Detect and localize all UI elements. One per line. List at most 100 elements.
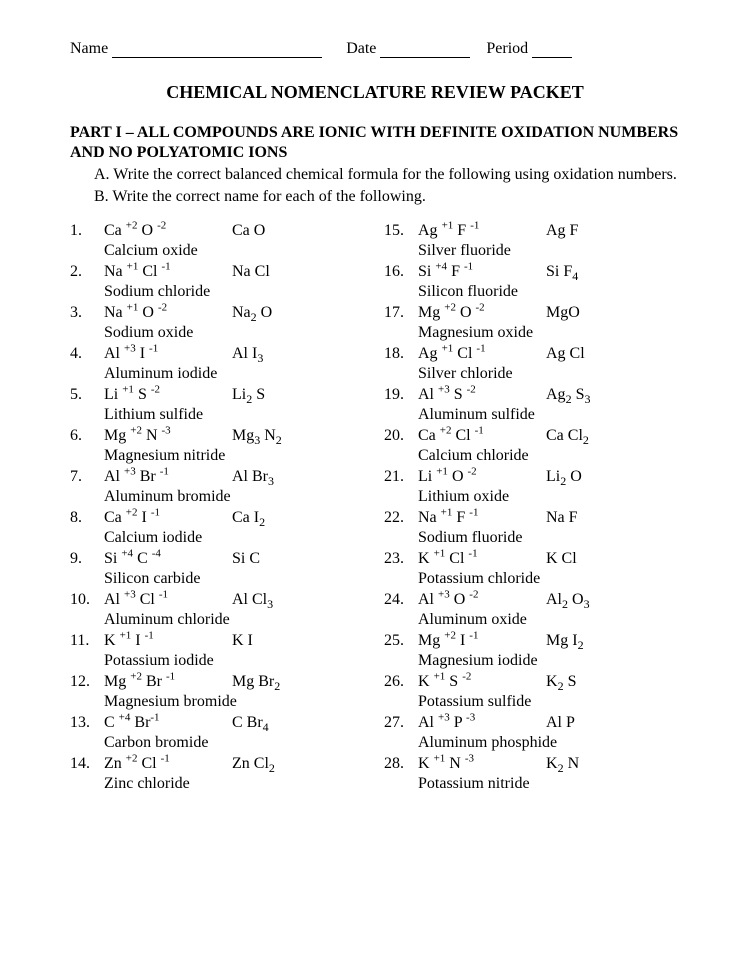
entry-name: Sodium oxide — [104, 323, 366, 343]
name-pad — [384, 241, 418, 261]
entry-ions: C +4 Br-1 — [104, 713, 232, 733]
name-pad — [384, 733, 418, 753]
compound-entry: 16.Si +4 F -1Si F4 — [384, 262, 680, 282]
compound-name-row: Lithium sulfide — [70, 405, 366, 425]
entry-formula: Mg I2 — [546, 631, 680, 651]
name-pad — [70, 610, 104, 630]
compound-name-row: Magnesium oxide — [384, 323, 680, 343]
entry-ions: Mg +2 O -2 — [418, 303, 546, 323]
name-pad — [70, 692, 104, 712]
entry-number: 1. — [70, 221, 104, 241]
entry-number: 14. — [70, 754, 104, 774]
period-blank[interactable] — [532, 43, 572, 58]
entry-formula: Na F — [546, 508, 680, 528]
entry-name: Silicon fluoride — [418, 282, 680, 302]
entry-formula: Ag Cl — [546, 344, 680, 364]
entry-number: 20. — [384, 426, 418, 446]
entry-formula: K2 S — [546, 672, 680, 692]
compound-name-row: Magnesium iodide — [384, 651, 680, 671]
entry-name: Sodium fluoride — [418, 528, 680, 548]
compound-name-row: Aluminum bromide — [70, 487, 366, 507]
compound-name-row: Magnesium nitride — [70, 446, 366, 466]
entry-number: 3. — [70, 303, 104, 323]
entry-formula: MgO — [546, 303, 680, 323]
entry-number: 26. — [384, 672, 418, 692]
name-pad — [384, 610, 418, 630]
entry-name: Aluminum bromide — [104, 487, 366, 507]
compound-name-row: Lithium oxide — [384, 487, 680, 507]
name-pad — [70, 323, 104, 343]
entry-name: Lithium sulfide — [104, 405, 366, 425]
entry-number: 12. — [70, 672, 104, 692]
entry-ions: Al +3 Cl -1 — [104, 590, 232, 610]
entry-ions: Ag +1 Cl -1 — [418, 344, 546, 364]
instruction-a: A. Write the correct balanced chemical f… — [94, 165, 680, 185]
entry-number: 6. — [70, 426, 104, 446]
compound-entry: 7.Al +3 Br -1Al Br3 — [70, 467, 366, 487]
compound-name-row: Sodium fluoride — [384, 528, 680, 548]
compound-entry: 26.K +1 S -2K2 S — [384, 672, 680, 692]
entry-ions: Ca +2 O -2 — [104, 221, 232, 241]
entry-number: 21. — [384, 467, 418, 487]
entry-ions: Ag +1 F -1 — [418, 221, 546, 241]
entry-name: Potassium chloride — [418, 569, 680, 589]
compound-name-row: Silver chloride — [384, 364, 680, 384]
entry-formula: Ca O — [232, 221, 366, 241]
entry-number: 28. — [384, 754, 418, 774]
entry-name: Aluminum sulfide — [418, 405, 680, 425]
entry-name: Potassium nitride — [418, 774, 680, 794]
compound-name-row: Silver fluoride — [384, 241, 680, 261]
compound-name-row: Calcium iodide — [70, 528, 366, 548]
compound-entry: 28.K +1 N -3K2 N — [384, 754, 680, 774]
entry-formula: Mg Br2 — [232, 672, 366, 692]
compound-name-row: Aluminum chloride — [70, 610, 366, 630]
entry-number: 4. — [70, 344, 104, 364]
period-label: Period — [486, 40, 528, 57]
entry-formula: C Br4 — [232, 713, 366, 733]
compound-entry: 21.Li +1 O -2Li2 O — [384, 467, 680, 487]
entry-name: Calcium iodide — [104, 528, 366, 548]
compound-entry: 5.Li +1 S -2Li2 S — [70, 385, 366, 405]
name-pad — [384, 446, 418, 466]
compound-entry: 6.Mg +2 N -3Mg3 N2 — [70, 426, 366, 446]
part-heading: PART I – ALL COMPOUNDS ARE IONIC WITH DE… — [70, 123, 680, 163]
entry-ions: Al +3 S -2 — [418, 385, 546, 405]
compound-entry: 10.Al +3 Cl -1Al Cl3 — [70, 590, 366, 610]
entry-ions: Al +3 Br -1 — [104, 467, 232, 487]
entry-formula: Ca Cl2 — [546, 426, 680, 446]
entry-number: 13. — [70, 713, 104, 733]
entry-ions: Na +1 O -2 — [104, 303, 232, 323]
entry-number: 18. — [384, 344, 418, 364]
header-line: Name Date Period — [70, 40, 680, 58]
compound-entry: 14.Zn +2 Cl -1Zn Cl2 — [70, 754, 366, 774]
entry-name: Silver chloride — [418, 364, 680, 384]
name-pad — [384, 528, 418, 548]
entry-formula: K2 N — [546, 754, 680, 774]
compound-name-row: Calcium chloride — [384, 446, 680, 466]
name-pad — [384, 774, 418, 794]
entry-ions: Mg +2 N -3 — [104, 426, 232, 446]
entry-ions: K +1 S -2 — [418, 672, 546, 692]
entry-number: 8. — [70, 508, 104, 528]
name-blank[interactable] — [112, 43, 322, 58]
entry-formula: Si F4 — [546, 262, 680, 282]
entry-number: 17. — [384, 303, 418, 323]
entry-ions: Ca +2 I -1 — [104, 508, 232, 528]
entry-formula: Na2 O — [232, 303, 366, 323]
name-pad — [70, 405, 104, 425]
entry-number: 10. — [70, 590, 104, 610]
compound-name-row: Silicon fluoride — [384, 282, 680, 302]
entry-name: Silver fluoride — [418, 241, 680, 261]
entry-ions: K +1 I -1 — [104, 631, 232, 651]
compound-entry: 2.Na +1 Cl -1Na Cl — [70, 262, 366, 282]
entry-ions: Si +4 F -1 — [418, 262, 546, 282]
date-blank[interactable] — [380, 43, 470, 58]
entry-formula: Mg3 N2 — [232, 426, 366, 446]
entry-formula: Li2 O — [546, 467, 680, 487]
entry-name: Potassium iodide — [104, 651, 366, 671]
name-pad — [70, 733, 104, 753]
entry-formula: Al2 O3 — [546, 590, 680, 610]
name-pad — [70, 528, 104, 548]
entry-number: 25. — [384, 631, 418, 651]
compound-name-row: Zinc chloride — [70, 774, 366, 794]
